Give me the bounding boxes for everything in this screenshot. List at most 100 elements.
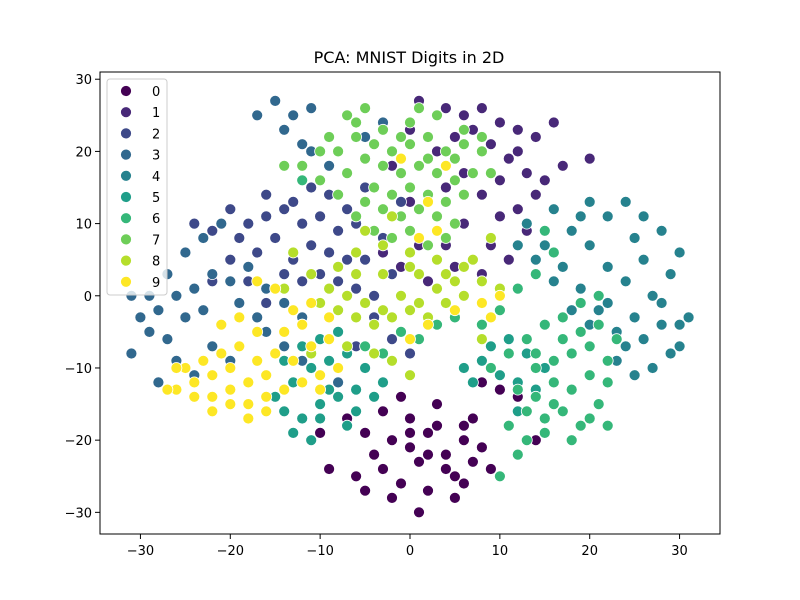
point-digit-9 bbox=[475, 297, 488, 309]
point-digit-6 bbox=[583, 340, 596, 353]
point-digit-1 bbox=[511, 203, 524, 216]
y-tick-label: −10 bbox=[65, 362, 92, 377]
point-digit-8 bbox=[439, 268, 452, 281]
legend-marker bbox=[120, 275, 132, 288]
point-digit-1 bbox=[439, 102, 452, 114]
point-digit-6 bbox=[556, 311, 569, 324]
point-digit-9 bbox=[206, 369, 219, 382]
y-tick-label: −30 bbox=[65, 506, 92, 521]
point-digit-4 bbox=[655, 297, 668, 309]
point-digit-2 bbox=[332, 275, 345, 288]
point-digit-9 bbox=[215, 318, 228, 331]
point-digit-2 bbox=[242, 217, 255, 230]
point-digit-0 bbox=[314, 426, 327, 439]
point-digit-5 bbox=[350, 405, 363, 418]
point-digit-6 bbox=[583, 412, 596, 425]
point-digit-7 bbox=[332, 145, 345, 158]
point-digit-3 bbox=[287, 109, 300, 122]
point-digit-9 bbox=[206, 405, 219, 418]
point-digit-5 bbox=[314, 412, 327, 425]
point-digit-3 bbox=[152, 304, 165, 317]
legend-marker bbox=[120, 169, 132, 182]
point-digit-4 bbox=[664, 268, 677, 281]
point-digit-5 bbox=[323, 354, 336, 367]
point-digit-2 bbox=[188, 217, 201, 230]
point-digit-4 bbox=[574, 210, 587, 223]
point-digit-8 bbox=[341, 289, 354, 302]
y-tick-label: −20 bbox=[65, 434, 92, 449]
point-digit-7 bbox=[404, 224, 416, 237]
point-digit-9 bbox=[188, 390, 201, 403]
point-digit-2 bbox=[341, 203, 354, 216]
point-digit-7 bbox=[448, 152, 461, 165]
point-digit-8 bbox=[377, 304, 389, 317]
point-digit-2 bbox=[233, 232, 246, 244]
point-digit-7 bbox=[431, 210, 443, 223]
point-digit-9 bbox=[269, 282, 282, 295]
point-digit-1 bbox=[475, 102, 488, 114]
point-digit-2 bbox=[224, 253, 237, 266]
point-digit-6 bbox=[565, 383, 578, 396]
point-digit-2 bbox=[323, 246, 336, 259]
point-digit-9 bbox=[242, 398, 255, 411]
point-digit-4 bbox=[601, 260, 614, 273]
y-tick-label: 30 bbox=[75, 73, 92, 88]
point-digit-3 bbox=[161, 333, 174, 346]
point-digit-6 bbox=[529, 362, 542, 374]
point-digit-9 bbox=[395, 152, 407, 165]
point-digit-0 bbox=[422, 484, 434, 497]
point-digit-3 bbox=[143, 325, 156, 338]
point-digit-7 bbox=[377, 159, 389, 172]
point-digit-7 bbox=[413, 102, 425, 114]
legend-label: 1 bbox=[152, 106, 160, 121]
point-digit-8 bbox=[457, 289, 470, 302]
point-digit-1 bbox=[448, 131, 461, 143]
point-digit-7 bbox=[448, 174, 461, 187]
point-digit-7 bbox=[368, 181, 381, 194]
point-digit-6 bbox=[520, 434, 533, 447]
point-digit-7 bbox=[377, 203, 389, 216]
point-digit-4 bbox=[655, 318, 668, 331]
point-digit-3 bbox=[125, 347, 138, 360]
point-digit-3 bbox=[251, 311, 264, 324]
legend-label: 7 bbox=[152, 233, 160, 248]
point-digit-7 bbox=[386, 188, 398, 201]
series-digit-1 bbox=[377, 95, 596, 288]
point-digit-0 bbox=[457, 419, 470, 432]
point-digit-0 bbox=[484, 463, 497, 475]
point-digit-2 bbox=[296, 217, 309, 230]
point-digit-9 bbox=[233, 340, 246, 353]
x-tick-label: −20 bbox=[217, 544, 244, 559]
point-digit-9 bbox=[332, 362, 345, 374]
legend-marker bbox=[120, 233, 132, 246]
point-digit-7 bbox=[332, 188, 345, 201]
point-digit-6 bbox=[520, 405, 533, 418]
x-tick-label: 0 bbox=[406, 544, 414, 559]
point-digit-8 bbox=[404, 246, 416, 259]
point-digit-0 bbox=[466, 455, 479, 468]
point-digit-7 bbox=[413, 159, 425, 172]
point-digit-1 bbox=[556, 159, 569, 172]
point-digit-9 bbox=[323, 311, 336, 324]
point-digit-6 bbox=[296, 174, 309, 187]
point-digit-3 bbox=[224, 275, 237, 288]
series-digit-2 bbox=[188, 181, 416, 360]
point-digit-4 bbox=[601, 297, 614, 309]
legend-label: 8 bbox=[152, 255, 160, 270]
point-digit-7 bbox=[359, 195, 372, 208]
point-digit-7 bbox=[422, 152, 434, 165]
point-digit-3 bbox=[197, 304, 210, 317]
point-digit-6 bbox=[592, 289, 605, 302]
point-digit-4 bbox=[547, 203, 560, 216]
point-digit-4 bbox=[655, 224, 668, 237]
point-digit-6 bbox=[484, 362, 497, 374]
point-digit-7 bbox=[475, 145, 488, 158]
point-digit-9 bbox=[314, 383, 327, 396]
point-digit-2 bbox=[386, 333, 398, 346]
point-digit-5 bbox=[475, 354, 488, 367]
x-tick-label: −30 bbox=[127, 544, 154, 559]
point-digit-3 bbox=[179, 246, 192, 259]
point-digit-9 bbox=[439, 159, 452, 172]
point-digit-4 bbox=[646, 289, 659, 302]
point-digit-6 bbox=[583, 369, 596, 382]
